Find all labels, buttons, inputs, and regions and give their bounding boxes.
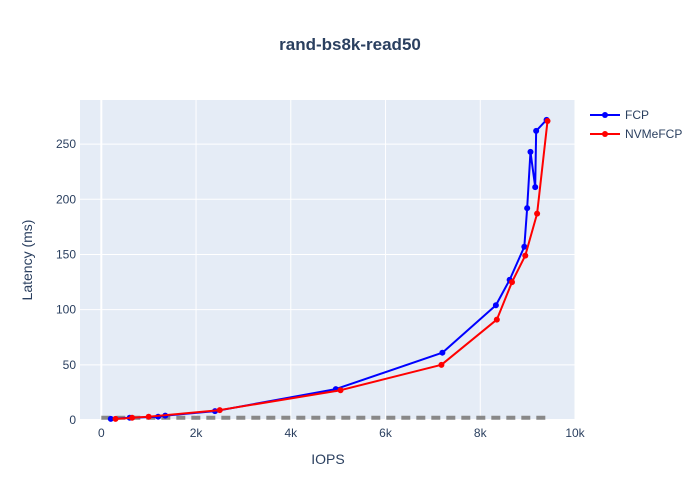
y-tick-label: 200 — [56, 192, 76, 206]
chart-title: rand-bs8k-read50 — [279, 35, 421, 54]
data-point-nvmefcp — [145, 413, 152, 420]
data-point-fcp — [532, 184, 539, 191]
y-axis-title: Latency (ms) — [19, 220, 35, 301]
data-point-nvmefcp — [493, 316, 500, 323]
series-nvmefcp — [112, 117, 551, 422]
y-tick-label: 100 — [56, 303, 76, 317]
series-layer — [107, 116, 551, 422]
legend-item-nvmefcp[interactable]: NVMeFCP — [590, 127, 682, 141]
y-tick-label: 150 — [56, 247, 76, 261]
x-tick-label: 8k — [474, 426, 488, 440]
legend-label: NVMeFCP — [625, 127, 682, 141]
x-tick-label: 0 — [98, 426, 105, 440]
y-tick-label: 50 — [63, 358, 77, 372]
x-axis-title: IOPS — [311, 451, 344, 467]
data-point-nvmefcp — [337, 387, 344, 394]
legend-swatch-marker — [602, 131, 608, 137]
data-point-nvmefcp — [129, 414, 136, 421]
tick-labels: 0 2k 4k 6k 8k 10k 0 50 100 150 200 250 — [56, 137, 586, 440]
data-point-fcp — [524, 205, 531, 212]
data-point-nvmefcp — [522, 252, 529, 259]
legend[interactable]: FCP NVMeFCP — [590, 108, 682, 141]
data-point-nvmefcp — [544, 117, 551, 124]
plot-area — [80, 100, 575, 420]
data-point-fcp — [492, 302, 499, 309]
legend-item-fcp[interactable]: FCP — [590, 108, 649, 122]
y-tick-label: 250 — [56, 137, 76, 151]
data-point-nvmefcp — [438, 361, 445, 368]
x-tick-label: 4k — [284, 426, 298, 440]
x-tick-label: 6k — [379, 426, 393, 440]
x-tick-label: 2k — [190, 426, 204, 440]
data-point-fcp — [439, 349, 446, 356]
legend-label: FCP — [625, 108, 649, 122]
data-point-nvmefcp — [112, 415, 119, 422]
y-tick-label: 0 — [69, 413, 76, 427]
data-point-nvmefcp — [509, 279, 515, 286]
x-tick-label: 10k — [565, 426, 585, 440]
data-point-fcp — [527, 148, 534, 155]
legend-swatch-marker — [602, 112, 608, 118]
data-point-nvmefcp — [216, 407, 223, 414]
data-point-fcp — [521, 243, 528, 250]
data-point-nvmefcp — [534, 210, 541, 217]
data-point-fcp — [533, 127, 540, 134]
data-point-fcp — [107, 415, 114, 422]
grid — [80, 100, 576, 421]
